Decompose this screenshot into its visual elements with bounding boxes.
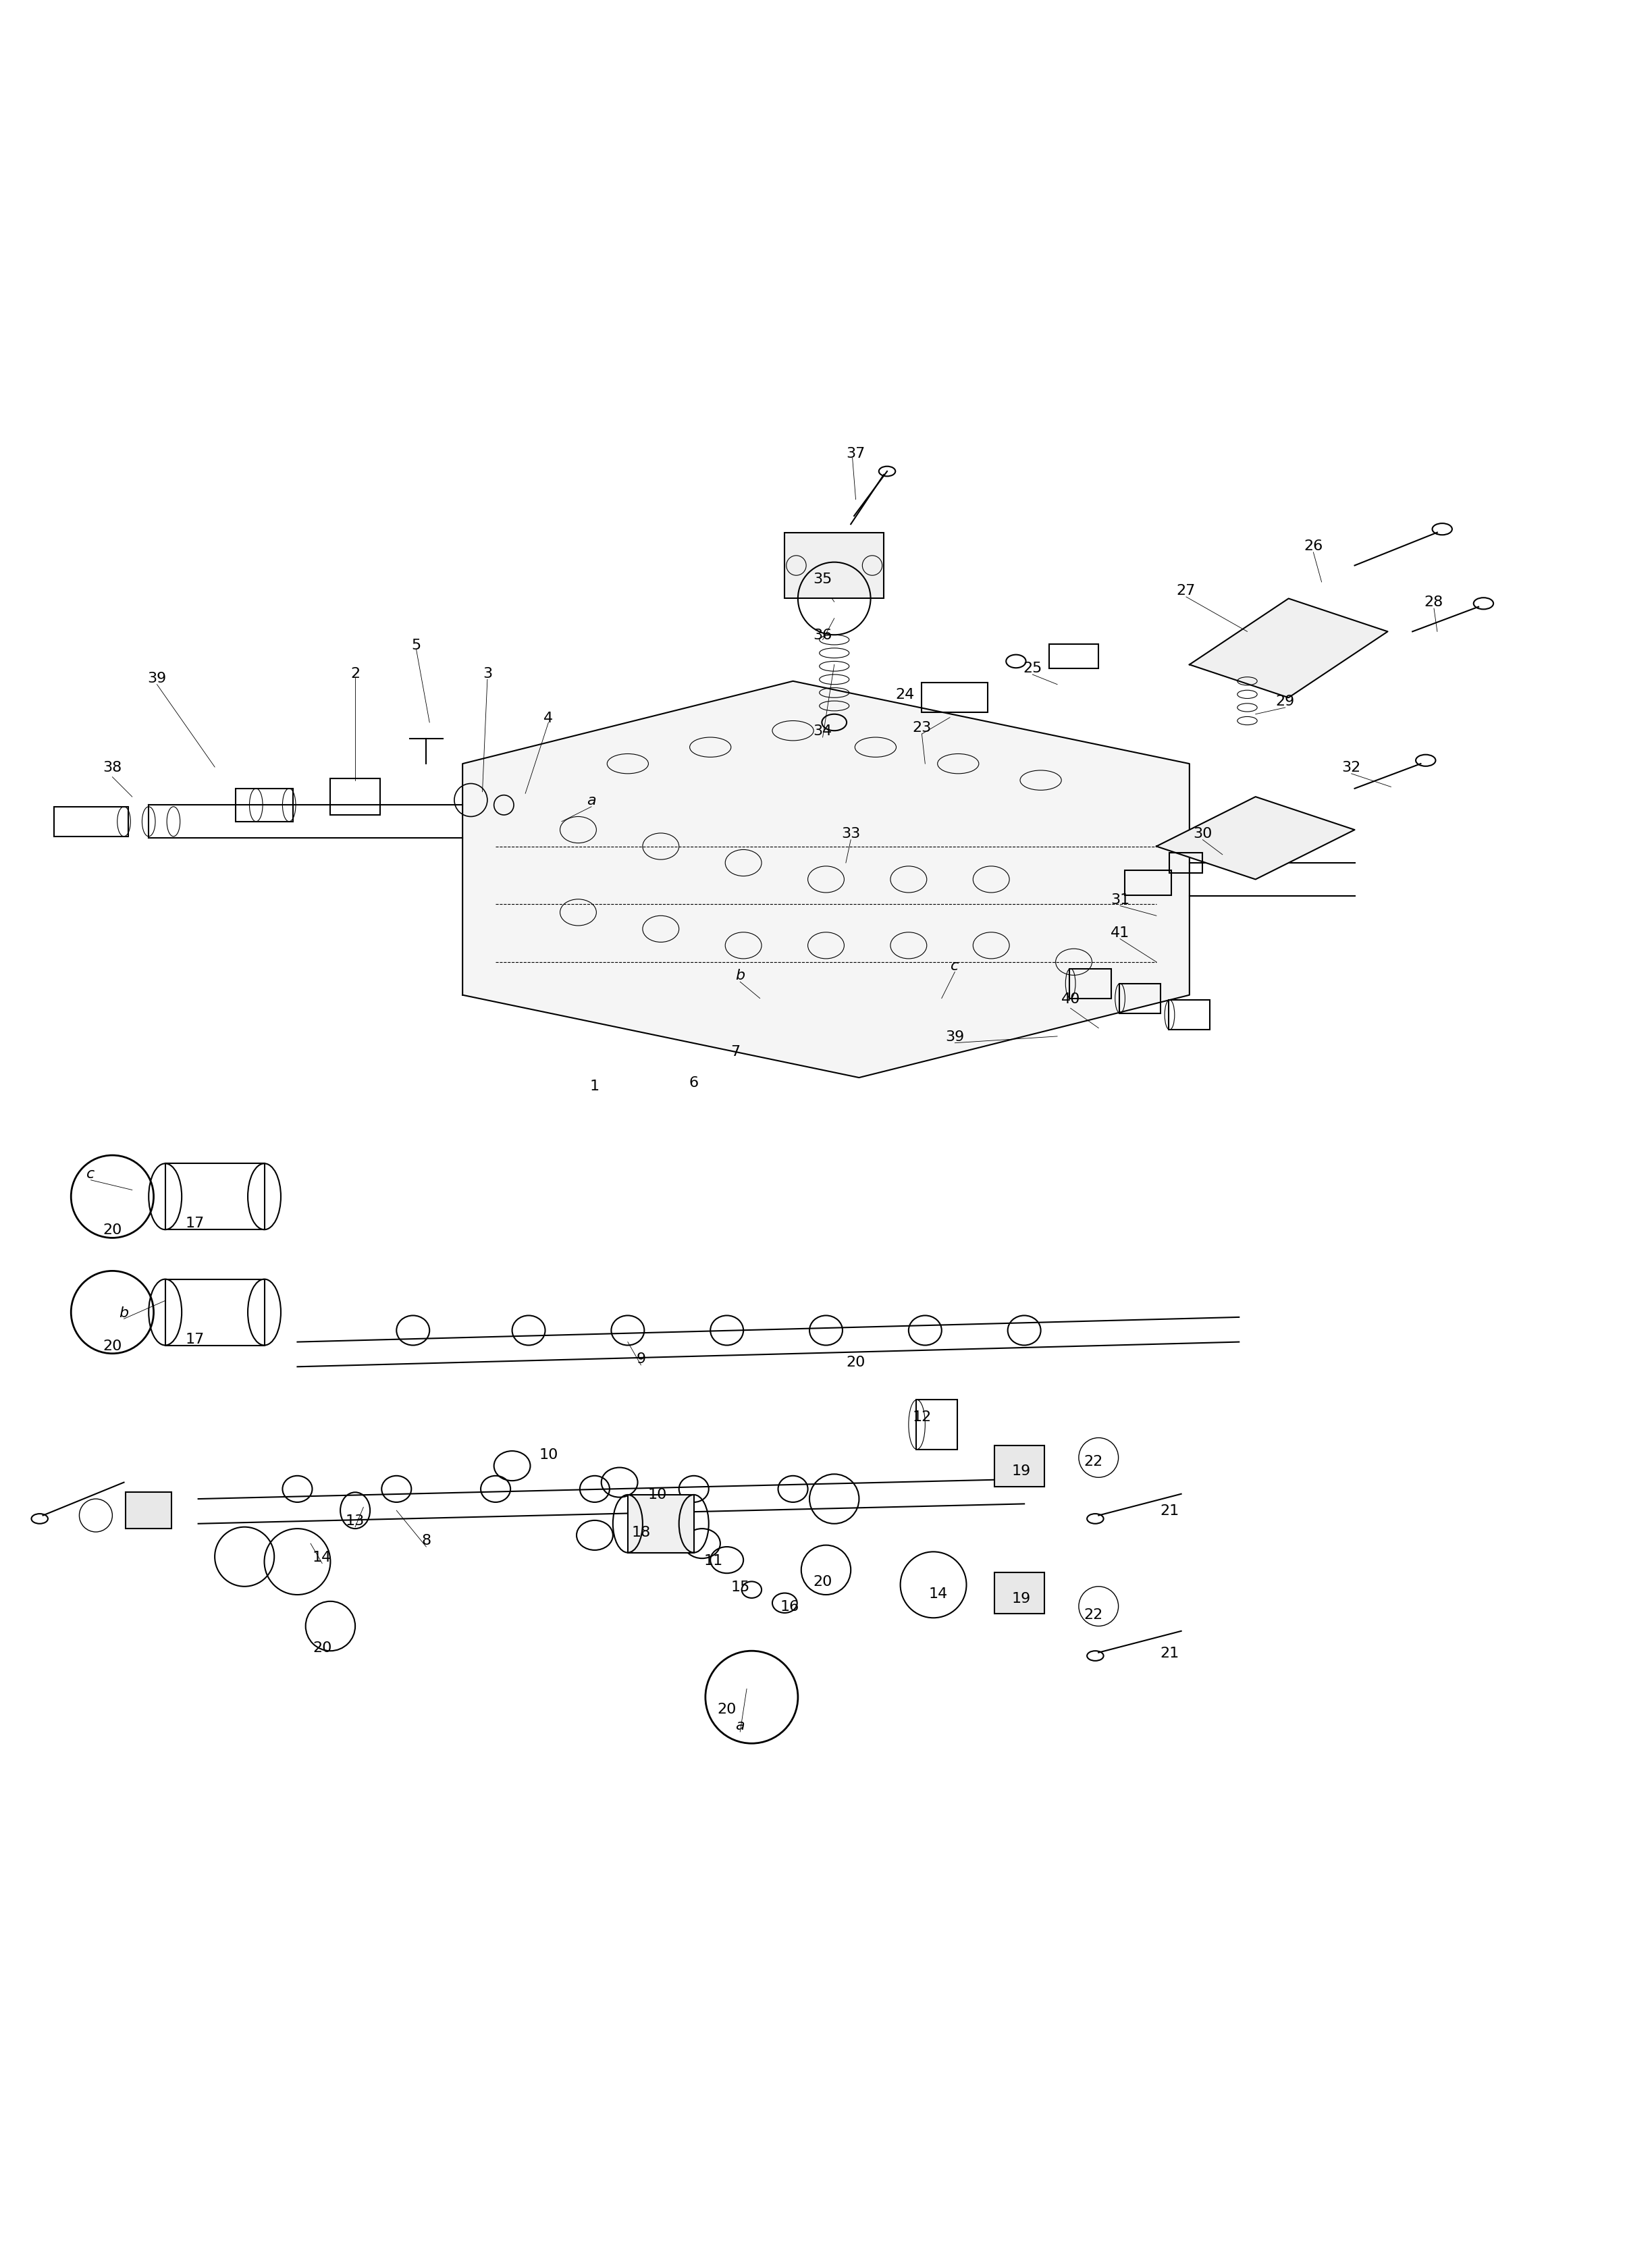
Text: 17: 17 bbox=[185, 1215, 205, 1229]
Text: 20: 20 bbox=[102, 1339, 122, 1353]
Bar bbox=[165, 1279, 264, 1346]
Bar bbox=[922, 683, 988, 713]
Text: 12: 12 bbox=[912, 1409, 932, 1423]
Text: 11: 11 bbox=[704, 1554, 724, 1567]
Bar bbox=[1049, 645, 1099, 670]
Text: 8: 8 bbox=[421, 1533, 431, 1547]
Text: 36: 36 bbox=[813, 629, 833, 643]
Bar bbox=[1170, 852, 1203, 873]
Text: 39: 39 bbox=[147, 672, 167, 686]
Text: 40: 40 bbox=[1061, 992, 1080, 1006]
Text: 41: 41 bbox=[1110, 927, 1130, 940]
Text: 9: 9 bbox=[636, 1353, 646, 1367]
Polygon shape bbox=[1189, 600, 1388, 699]
Text: 2: 2 bbox=[350, 667, 360, 681]
Text: 18: 18 bbox=[631, 1524, 651, 1538]
Bar bbox=[1070, 970, 1110, 999]
Text: 31: 31 bbox=[1110, 893, 1130, 907]
Polygon shape bbox=[1156, 798, 1355, 879]
Text: a: a bbox=[586, 794, 596, 807]
Bar bbox=[1168, 1001, 1209, 1031]
Bar bbox=[165, 1164, 264, 1229]
Text: 17: 17 bbox=[185, 1333, 205, 1346]
Text: 10: 10 bbox=[539, 1448, 558, 1461]
Bar bbox=[995, 1572, 1044, 1615]
Text: 22: 22 bbox=[1084, 1454, 1104, 1468]
Text: 22: 22 bbox=[1084, 1608, 1104, 1621]
Text: 39: 39 bbox=[945, 1031, 965, 1044]
Bar bbox=[235, 789, 294, 823]
Text: 38: 38 bbox=[102, 760, 122, 773]
Text: 30: 30 bbox=[1193, 828, 1213, 841]
Text: 6: 6 bbox=[689, 1076, 699, 1089]
Text: 24: 24 bbox=[895, 688, 915, 701]
Text: 29: 29 bbox=[1275, 695, 1295, 708]
Text: 33: 33 bbox=[841, 828, 861, 841]
Text: 3: 3 bbox=[482, 667, 492, 681]
Text: 27: 27 bbox=[1176, 584, 1196, 598]
Text: 16: 16 bbox=[780, 1599, 800, 1612]
Text: 20: 20 bbox=[846, 1355, 866, 1369]
Text: 20: 20 bbox=[717, 1703, 737, 1716]
Bar bbox=[1125, 870, 1171, 895]
Text: 20: 20 bbox=[312, 1642, 332, 1655]
Text: b: b bbox=[735, 970, 745, 983]
Text: c: c bbox=[950, 958, 960, 972]
Text: 7: 7 bbox=[730, 1044, 740, 1058]
Text: 15: 15 bbox=[730, 1581, 750, 1594]
Bar bbox=[785, 532, 884, 600]
Text: 5: 5 bbox=[411, 638, 421, 652]
Text: 32: 32 bbox=[1341, 760, 1361, 773]
Text: 20: 20 bbox=[102, 1222, 122, 1236]
Text: 4: 4 bbox=[544, 710, 553, 724]
Text: b: b bbox=[119, 1306, 129, 1319]
Bar bbox=[126, 1493, 172, 1529]
Bar bbox=[995, 1445, 1044, 1486]
Text: 20: 20 bbox=[813, 1574, 833, 1588]
Bar bbox=[915, 1400, 957, 1450]
Bar bbox=[628, 1495, 694, 1554]
Text: c: c bbox=[86, 1168, 96, 1182]
Text: 35: 35 bbox=[813, 573, 833, 586]
Text: 19: 19 bbox=[1011, 1592, 1031, 1606]
Text: 13: 13 bbox=[345, 1513, 365, 1527]
Text: 19: 19 bbox=[1011, 1463, 1031, 1477]
Text: a: a bbox=[735, 1718, 745, 1732]
Text: 37: 37 bbox=[846, 446, 866, 460]
Bar bbox=[1118, 983, 1160, 1012]
Text: 10: 10 bbox=[648, 1488, 667, 1502]
Text: 21: 21 bbox=[1160, 1646, 1180, 1660]
Text: 21: 21 bbox=[1160, 1504, 1180, 1518]
Polygon shape bbox=[463, 681, 1189, 1078]
Text: 14: 14 bbox=[928, 1588, 948, 1601]
Bar bbox=[53, 807, 129, 837]
Text: 28: 28 bbox=[1424, 595, 1444, 609]
Bar bbox=[330, 778, 380, 816]
Text: 23: 23 bbox=[912, 722, 932, 735]
Text: 14: 14 bbox=[312, 1549, 332, 1563]
Text: 34: 34 bbox=[813, 724, 833, 737]
Text: 26: 26 bbox=[1303, 539, 1323, 552]
Text: 25: 25 bbox=[1023, 661, 1042, 674]
Text: 1: 1 bbox=[590, 1080, 600, 1094]
